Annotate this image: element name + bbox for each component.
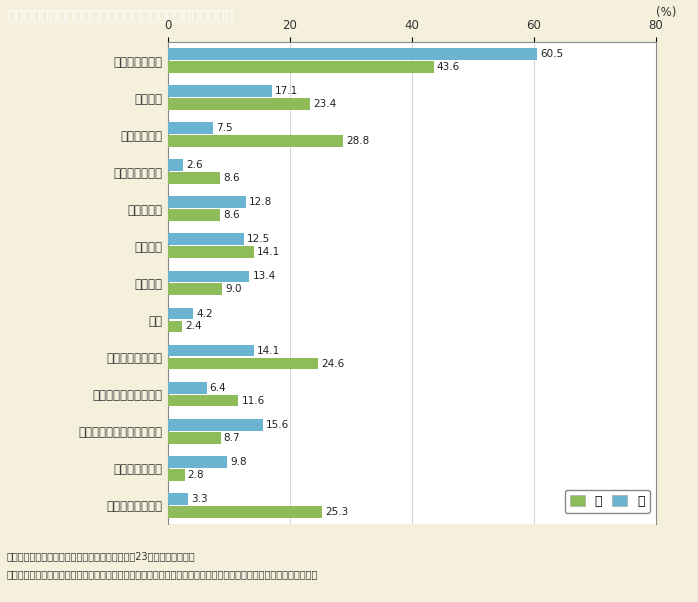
Text: 12.5: 12.5 bbox=[247, 234, 270, 244]
Bar bbox=[168, 172, 220, 184]
Text: 12.8: 12.8 bbox=[248, 197, 272, 207]
Bar bbox=[168, 432, 221, 444]
Text: （備考）１．最高裁判所「司法統計年報」（平成23年度）より作成。: （備考）１．最高裁判所「司法統計年報」（平成23年度）より作成。 bbox=[7, 551, 195, 561]
Text: 23.4: 23.4 bbox=[313, 99, 336, 109]
Bar bbox=[168, 506, 322, 518]
Bar bbox=[168, 160, 184, 171]
Bar bbox=[168, 419, 262, 430]
Text: 9.0: 9.0 bbox=[225, 284, 242, 294]
Legend: 妻, 夫: 妻, 夫 bbox=[565, 489, 650, 513]
Text: 2.8: 2.8 bbox=[188, 470, 205, 480]
Text: 2.4: 2.4 bbox=[185, 321, 202, 332]
Text: 7.5: 7.5 bbox=[216, 123, 233, 133]
Bar bbox=[168, 493, 188, 504]
Bar bbox=[168, 284, 223, 296]
Bar bbox=[168, 234, 244, 246]
Text: 4.2: 4.2 bbox=[196, 308, 213, 318]
Text: 2.6: 2.6 bbox=[186, 160, 203, 170]
Bar bbox=[168, 456, 228, 468]
Text: 28.8: 28.8 bbox=[346, 136, 370, 146]
Text: (%): (%) bbox=[656, 6, 676, 19]
Text: 11.6: 11.6 bbox=[242, 396, 265, 406]
Bar bbox=[168, 135, 343, 147]
Text: 24.6: 24.6 bbox=[321, 359, 344, 368]
Text: 8.6: 8.6 bbox=[223, 173, 239, 183]
Text: 17.1: 17.1 bbox=[275, 86, 298, 96]
Bar bbox=[168, 48, 537, 60]
Bar bbox=[168, 344, 253, 356]
Text: 9.8: 9.8 bbox=[230, 457, 247, 467]
Text: 14.1: 14.1 bbox=[257, 346, 280, 356]
Bar bbox=[168, 469, 184, 480]
Text: 60.5: 60.5 bbox=[540, 49, 563, 59]
Bar bbox=[168, 382, 207, 394]
Text: 第１－５－５図　婚姻関係事件における申立ての動機別割合: 第１－５－５図 婚姻関係事件における申立ての動機別割合 bbox=[7, 10, 233, 23]
Bar bbox=[168, 246, 253, 258]
Text: ２．申立ての動機は，申立人の言う動機のうち主なものを３個まで挙げる方法で調査し，重複集計したもの。: ２．申立ての動機は，申立人の言う動機のうち主なものを３個まで挙げる方法で調査し，… bbox=[7, 569, 318, 579]
Text: 8.7: 8.7 bbox=[223, 433, 240, 442]
Bar bbox=[168, 122, 214, 134]
Bar bbox=[168, 270, 249, 282]
Bar bbox=[168, 98, 311, 110]
Text: 6.4: 6.4 bbox=[209, 383, 226, 393]
Text: 3.3: 3.3 bbox=[191, 494, 207, 504]
Bar bbox=[168, 358, 318, 370]
Text: 25.3: 25.3 bbox=[325, 507, 348, 517]
Text: 8.6: 8.6 bbox=[223, 210, 239, 220]
Bar bbox=[168, 320, 182, 332]
Bar bbox=[168, 61, 434, 73]
Bar bbox=[168, 209, 220, 222]
Text: 13.4: 13.4 bbox=[253, 272, 276, 282]
Text: 15.6: 15.6 bbox=[266, 420, 289, 430]
Bar bbox=[168, 395, 238, 406]
Bar bbox=[168, 308, 193, 320]
Bar bbox=[168, 85, 272, 97]
Bar bbox=[168, 196, 246, 208]
Text: 14.1: 14.1 bbox=[257, 247, 280, 258]
Text: 43.6: 43.6 bbox=[437, 62, 460, 72]
